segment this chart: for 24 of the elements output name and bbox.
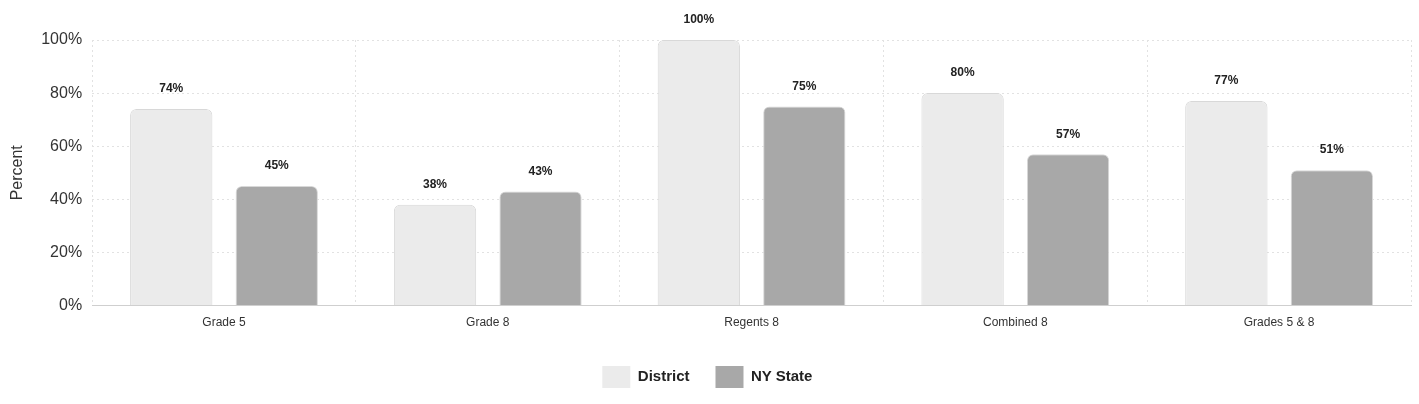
- y-axis-title: Percent: [8, 144, 26, 201]
- y-tick-label: 80%: [50, 83, 83, 101]
- data-label: 100%: [683, 12, 715, 27]
- y-tick-label: 40%: [50, 189, 83, 207]
- y-tick-label: 0%: [59, 296, 83, 314]
- y-tick-label: 100%: [41, 30, 83, 48]
- x-tick-label: Regents 8: [724, 315, 780, 330]
- data-label: 38%: [423, 176, 448, 191]
- data-label: 80%: [950, 65, 975, 80]
- legend-label: NY State: [751, 367, 813, 385]
- x-tick-label: Grades 5 & 8: [1243, 315, 1315, 330]
- data-label: 75%: [792, 78, 817, 93]
- data-label: 74%: [159, 81, 184, 96]
- x-tick-label: Combined 8: [982, 315, 1049, 330]
- x-tick-label: Grade 8: [466, 315, 510, 330]
- x-tick-label: Grade 5: [202, 315, 247, 330]
- data-label: 43%: [528, 163, 553, 178]
- legend-label: District: [637, 367, 690, 385]
- data-label: 77%: [1214, 73, 1239, 88]
- data-label: 51%: [1319, 142, 1345, 157]
- y-tick-label: 60%: [50, 136, 83, 154]
- data-label: 57%: [1056, 126, 1081, 141]
- data-label: 45%: [264, 158, 290, 173]
- y-tick-label: 20%: [50, 242, 83, 260]
